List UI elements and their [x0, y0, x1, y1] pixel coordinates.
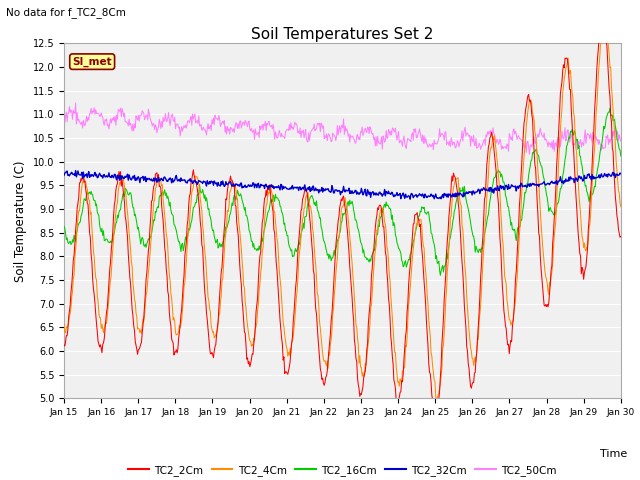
Y-axis label: Soil Temperature (C): Soil Temperature (C) [14, 160, 27, 282]
Legend: TC2_2Cm, TC2_4Cm, TC2_16Cm, TC2_32Cm, TC2_50Cm: TC2_2Cm, TC2_4Cm, TC2_16Cm, TC2_32Cm, TC… [124, 460, 561, 480]
Text: SI_met: SI_met [72, 57, 112, 67]
Title: Soil Temperatures Set 2: Soil Temperatures Set 2 [252, 27, 433, 42]
Text: No data for f_TC2_8Cm: No data for f_TC2_8Cm [6, 7, 126, 18]
Text: Time: Time [600, 449, 627, 459]
